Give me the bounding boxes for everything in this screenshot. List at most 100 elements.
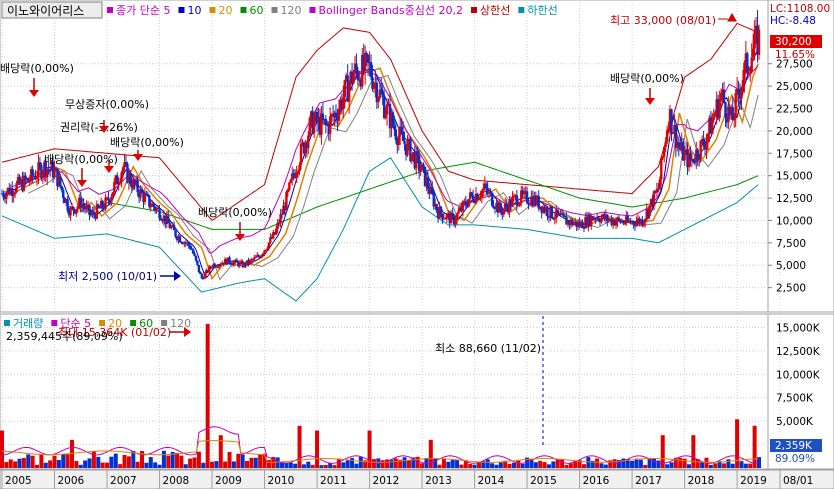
price-pct-value: 11.65% bbox=[775, 49, 815, 61]
candle-body bbox=[298, 164, 301, 172]
candle-body bbox=[518, 202, 521, 206]
candle-body bbox=[714, 113, 717, 117]
volume-bar bbox=[140, 450, 145, 468]
volume-bar bbox=[560, 459, 565, 468]
candle-body bbox=[6, 187, 10, 193]
x-tick-label: 2005 bbox=[5, 475, 32, 487]
candle-body bbox=[267, 242, 271, 249]
candle-body bbox=[415, 151, 418, 169]
candle-body bbox=[480, 190, 484, 197]
candle-body bbox=[101, 200, 104, 208]
candle-body bbox=[597, 217, 600, 221]
candle-body bbox=[83, 206, 87, 210]
candle-body bbox=[361, 54, 364, 87]
candle-body bbox=[435, 204, 438, 211]
candle-body bbox=[466, 205, 469, 207]
price-legend: 종가 단순 5 10 20 60 120 Bollinger Bands중심선 20,2 상… bbox=[107, 3, 558, 17]
price-panel[interactable] bbox=[0, 0, 769, 313]
candle-body bbox=[617, 217, 621, 220]
price-tick-label: 22,500 bbox=[776, 104, 813, 116]
candle-body bbox=[210, 267, 214, 269]
candle-body bbox=[649, 198, 653, 206]
volume-bar bbox=[358, 456, 363, 468]
annotations: 최고 33,000 (08/01) 배당락(0,00%) 무상증자(0,00%)… bbox=[0, 12, 737, 448]
candle-body bbox=[483, 183, 486, 189]
candle-body bbox=[674, 125, 678, 148]
volume-panel[interactable] bbox=[0, 313, 769, 470]
volume-bar bbox=[498, 462, 503, 468]
volume-bar bbox=[48, 460, 53, 468]
candle-body bbox=[562, 213, 565, 217]
volume-bar bbox=[516, 460, 521, 468]
candle-body bbox=[498, 203, 501, 213]
candle-body bbox=[667, 128, 670, 131]
candle-body bbox=[137, 192, 141, 198]
candle-body bbox=[140, 188, 144, 193]
candle-body bbox=[69, 207, 72, 216]
volume-bar bbox=[350, 458, 355, 468]
candle-body bbox=[292, 173, 295, 176]
candle-body bbox=[557, 213, 561, 215]
candle-body bbox=[302, 142, 306, 154]
candle-body bbox=[686, 149, 689, 168]
candle-body bbox=[537, 196, 540, 209]
candle-body bbox=[409, 139, 412, 162]
stock-name-box[interactable] bbox=[1, 1, 103, 19]
x-tick-label: 2015 bbox=[530, 475, 557, 487]
candle-body bbox=[371, 76, 374, 89]
x-tick-label: 2016 bbox=[583, 475, 610, 487]
volume-bar bbox=[739, 461, 744, 468]
candle-body bbox=[622, 221, 625, 224]
candle-body bbox=[416, 151, 419, 156]
candle-body bbox=[374, 82, 377, 85]
candle-body bbox=[129, 172, 132, 184]
candle-body bbox=[299, 143, 303, 165]
candle-body bbox=[590, 216, 593, 226]
volume-bar bbox=[83, 460, 88, 468]
candle-body bbox=[139, 188, 142, 198]
candle-body bbox=[438, 206, 441, 219]
volume-bar bbox=[236, 453, 241, 468]
candle-body bbox=[702, 138, 705, 146]
volume-bar bbox=[39, 454, 44, 468]
candle-body bbox=[382, 97, 386, 118]
candle-body bbox=[169, 226, 173, 229]
candle-body bbox=[116, 175, 119, 185]
candle-body bbox=[183, 242, 186, 245]
candle-body bbox=[641, 219, 644, 226]
candle-body bbox=[187, 242, 190, 246]
candle-body bbox=[89, 214, 93, 216]
candle-body bbox=[689, 153, 692, 161]
candle-body bbox=[365, 53, 368, 56]
volume-bar bbox=[249, 457, 254, 468]
volume-bar bbox=[144, 462, 149, 468]
candle-body bbox=[320, 113, 323, 135]
x-tick-label: 2011 bbox=[320, 475, 347, 487]
candle-body bbox=[549, 206, 552, 218]
price-tick-label: 27,500 bbox=[776, 59, 813, 71]
candle-body bbox=[490, 192, 494, 206]
volume-current-badge bbox=[770, 439, 822, 452]
volume-bar bbox=[205, 323, 210, 468]
candle-body bbox=[687, 153, 691, 168]
stock-name[interactable]: 이노와이어리스 bbox=[7, 4, 84, 18]
volume-bar bbox=[43, 462, 48, 468]
candle-body bbox=[330, 114, 333, 117]
volume-bar bbox=[599, 463, 604, 468]
candle-body bbox=[180, 242, 183, 244]
candle-body bbox=[175, 236, 179, 241]
candle-body bbox=[123, 162, 126, 168]
volume-bar bbox=[630, 460, 635, 468]
volume-series bbox=[0, 323, 761, 468]
candle-body bbox=[285, 192, 288, 211]
candle-body bbox=[347, 84, 351, 102]
x-tick-label: 08/01 bbox=[783, 475, 813, 487]
candle-body bbox=[359, 79, 363, 87]
volume-ma20-line bbox=[1, 440, 759, 463]
candle-body bbox=[403, 141, 406, 145]
candle-body bbox=[496, 202, 500, 213]
volume-bar bbox=[179, 455, 184, 468]
volume-bar bbox=[118, 464, 123, 468]
legend-label: Bollinger Bands중심선 20,2 bbox=[318, 4, 463, 17]
